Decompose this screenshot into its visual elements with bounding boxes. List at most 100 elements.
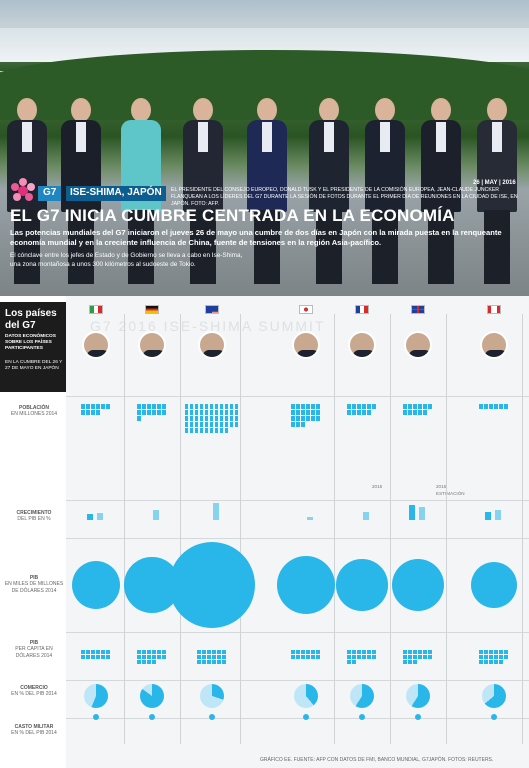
gdp-pc-icon: [101, 655, 105, 659]
row-unit: DEL PIB EN %: [17, 516, 51, 523]
gdp-pc-icon: [152, 660, 156, 664]
gdp-pc-icon: [372, 650, 376, 654]
gdp-pc-icon: [408, 650, 412, 654]
row-title: CRECIMIENTO: [16, 510, 52, 516]
gdp-pc-icon: [494, 660, 498, 664]
population-icon: [199, 428, 203, 433]
gdp-pc-icon: [311, 650, 315, 654]
population-icon: [229, 410, 233, 415]
population-icon: [357, 410, 361, 415]
gdp-pc-icon: [291, 650, 295, 654]
gdp-pc-icon: [499, 650, 503, 654]
gdp-pc-icon: [367, 655, 371, 659]
gdp-pc-icon: [222, 650, 226, 654]
leader-figure: [244, 98, 290, 298]
gdp-bubble: [71, 560, 121, 610]
population-icon: [291, 416, 295, 421]
population-icon: [301, 404, 305, 409]
gdp-pc-icon: [494, 655, 498, 659]
gdp-pc-icon: [352, 660, 356, 664]
population-icon: [81, 410, 85, 415]
leader-avatar: [198, 331, 226, 359]
gdp-pc-icon: [137, 660, 141, 664]
population-icon: [504, 404, 508, 409]
row-divider: [66, 538, 529, 539]
population-icon: [229, 416, 233, 421]
population-icon: [494, 404, 498, 409]
population-icon: [219, 422, 223, 427]
gdp-pc-icon: [86, 655, 90, 659]
population-icon: [204, 428, 208, 433]
population-icon: [311, 416, 315, 421]
row-divider: [66, 396, 529, 397]
legend-2015: 2015: [372, 484, 383, 489]
flag-uk-icon: [411, 305, 425, 314]
row-divider: [66, 718, 529, 719]
population-icon: [214, 410, 218, 415]
flag-italy-icon: [89, 305, 103, 314]
population-icon: [224, 428, 228, 433]
population-icon: [189, 428, 193, 433]
population-icon: [204, 410, 208, 415]
population-icon: [499, 404, 503, 409]
population-icon: [214, 404, 218, 409]
population-icon: [234, 404, 238, 409]
gdp-pc-icon: [291, 655, 295, 659]
watermark: G7 2016 ISE-SHIMA SUMMIT: [90, 318, 326, 334]
gdp-pc-icon: [479, 655, 483, 659]
column-divider: [522, 314, 523, 744]
sidebar-subtitle-2: EN LA CUMBRE DEL 26 Y 27 DE MAYO EN JAPÓ…: [5, 360, 63, 371]
gdp-pc-icon: [408, 655, 412, 659]
population-icon: [199, 404, 203, 409]
gdp-pc-icon: [316, 655, 320, 659]
population-icon: [347, 410, 351, 415]
row-title: PIB: [29, 640, 39, 646]
summit-note: El cónclave entre los jefes de Estado y …: [10, 252, 243, 268]
gdp-pc-icon: [222, 660, 226, 664]
gdp-pc-icon: [494, 650, 498, 654]
population-icon: [189, 404, 193, 409]
row-label-growth: CRECIMIENTO DEL PIB EN %: [4, 510, 64, 523]
gdp-pc-icon: [316, 650, 320, 654]
gdp-pc-icon: [499, 660, 503, 664]
population-icon: [234, 422, 238, 427]
trade-pie: [350, 684, 374, 708]
gdp-pc-icon: [413, 650, 417, 654]
row-label-gdp-pc: PIB PER CAPITA EN DÓLARES 2014: [4, 640, 64, 659]
gdp-pc-icon: [197, 660, 201, 664]
population-icon: [403, 410, 407, 415]
military-dot: [149, 714, 155, 720]
gdp-pc-icon: [217, 660, 221, 664]
gdp-pc-icon: [217, 655, 221, 659]
gdp-bubble: [391, 558, 444, 611]
gdp-pc-icon: [212, 660, 216, 664]
column-divider: [124, 314, 125, 744]
gdp-pc-icon: [479, 660, 483, 664]
gdp-pc-icon: [372, 655, 376, 659]
population-icon: [147, 404, 151, 409]
population-icon: [184, 404, 188, 409]
population-icon: [311, 404, 315, 409]
population-icon: [484, 404, 488, 409]
population-icon: [219, 416, 223, 421]
population-icon: [214, 422, 218, 427]
population-icon: [306, 416, 310, 421]
gdp-pc-icon: [357, 655, 361, 659]
gdp-pc-icon: [418, 650, 422, 654]
population-icon: [194, 404, 198, 409]
population-icon: [296, 404, 300, 409]
population-icon: [209, 428, 213, 433]
population-icon: [194, 410, 198, 415]
growth-bar-2015: [409, 504, 415, 520]
growth-bar-2015: [485, 511, 491, 520]
population-icon: [194, 416, 198, 421]
row-divider: [66, 680, 529, 681]
population-icon: [347, 404, 351, 409]
population-icon: [157, 404, 161, 409]
population-icon: [142, 404, 146, 409]
column-divider: [390, 314, 391, 744]
gdp-bubble: [277, 556, 335, 614]
gdp-pc-icon: [479, 650, 483, 654]
flag-germany-icon: [145, 305, 159, 314]
gdp-pc-icon: [423, 655, 427, 659]
